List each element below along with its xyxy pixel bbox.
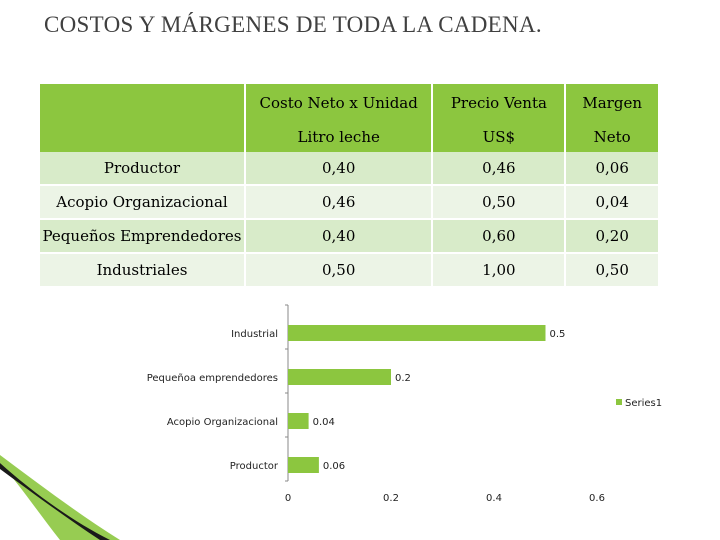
table-header-cell: Litro leche bbox=[243, 121, 432, 152]
table-cell: 0,06 bbox=[564, 152, 658, 186]
bar bbox=[288, 369, 391, 385]
table-row: Industriales 0,50 1,00 0,50 bbox=[40, 254, 658, 288]
data-label: 0.2 bbox=[395, 373, 411, 384]
table-cell: 1,00 bbox=[431, 254, 565, 288]
table-header-cell: Precio Venta bbox=[431, 84, 565, 121]
table-cell: 0,60 bbox=[431, 220, 565, 254]
bar bbox=[288, 457, 319, 473]
table-header-cell: Neto bbox=[564, 121, 658, 152]
table-row: Acopio Organizacional 0,46 0,50 0,04 bbox=[40, 186, 658, 220]
table-cell: 0,46 bbox=[243, 186, 432, 220]
data-label: 0.04 bbox=[313, 417, 335, 428]
legend-swatch bbox=[616, 399, 622, 405]
table-cell: 0,40 bbox=[243, 152, 432, 186]
bar bbox=[288, 325, 546, 341]
table-header-row: Litro leche US$ Neto bbox=[40, 121, 658, 152]
table-row: Pequeños Emprendedores 0,40 0,60 0,20 bbox=[40, 220, 658, 254]
table-cell: 0,50 bbox=[431, 186, 565, 220]
table-row-label: Acopio Organizacional bbox=[40, 186, 244, 220]
table-cell: 0,50 bbox=[243, 254, 432, 288]
data-label: 0.06 bbox=[323, 461, 345, 472]
table-row-label: Pequeños Emprendedores bbox=[40, 220, 244, 254]
table-header-row: Costo Neto x Unidad Precio Venta Margen bbox=[40, 84, 658, 121]
x-tick-label: 0.4 bbox=[486, 493, 502, 504]
table-header-corner bbox=[40, 84, 244, 121]
table-row: Productor 0,40 0,46 0,06 bbox=[40, 152, 658, 186]
table-row-label: Productor bbox=[40, 152, 244, 186]
table-cell: 0,20 bbox=[564, 220, 658, 254]
table-cell: 0,04 bbox=[564, 186, 658, 220]
slide-title: COSTOS Y MÁRGENES DE TODA LA CADENA. bbox=[44, 12, 542, 37]
table-cell: 0,50 bbox=[564, 254, 658, 288]
legend-label: Series1 bbox=[625, 398, 662, 409]
table-cell: 0,40 bbox=[243, 220, 432, 254]
decorative-swoosh bbox=[0, 455, 120, 540]
category-label: Acopio Organizacional bbox=[167, 417, 278, 428]
category-label: Productor bbox=[230, 461, 279, 472]
x-tick-label: 0 bbox=[285, 493, 291, 504]
table-header-cell: Margen bbox=[564, 84, 658, 121]
x-tick-label: 0.2 bbox=[383, 493, 399, 504]
category-label: Pequeñoa emprendedores bbox=[147, 373, 278, 384]
bar bbox=[288, 413, 309, 429]
table-cell: 0,46 bbox=[431, 152, 565, 186]
category-label: Industrial bbox=[231, 329, 278, 340]
table-header-cell: Costo Neto x Unidad bbox=[243, 84, 432, 121]
table-row-label: Industriales bbox=[40, 254, 244, 288]
data-label: 0.5 bbox=[550, 329, 566, 340]
x-tick-label: 0.6 bbox=[589, 493, 605, 504]
table-header-corner bbox=[40, 121, 244, 152]
costs-table: Costo Neto x Unidad Precio Venta Margen … bbox=[40, 84, 658, 288]
bar-chart: 0 0.2 0.4 0.6 Productor 0.06 Acopio Organizaci… bbox=[147, 304, 662, 504]
table-header-cell: US$ bbox=[431, 121, 565, 152]
